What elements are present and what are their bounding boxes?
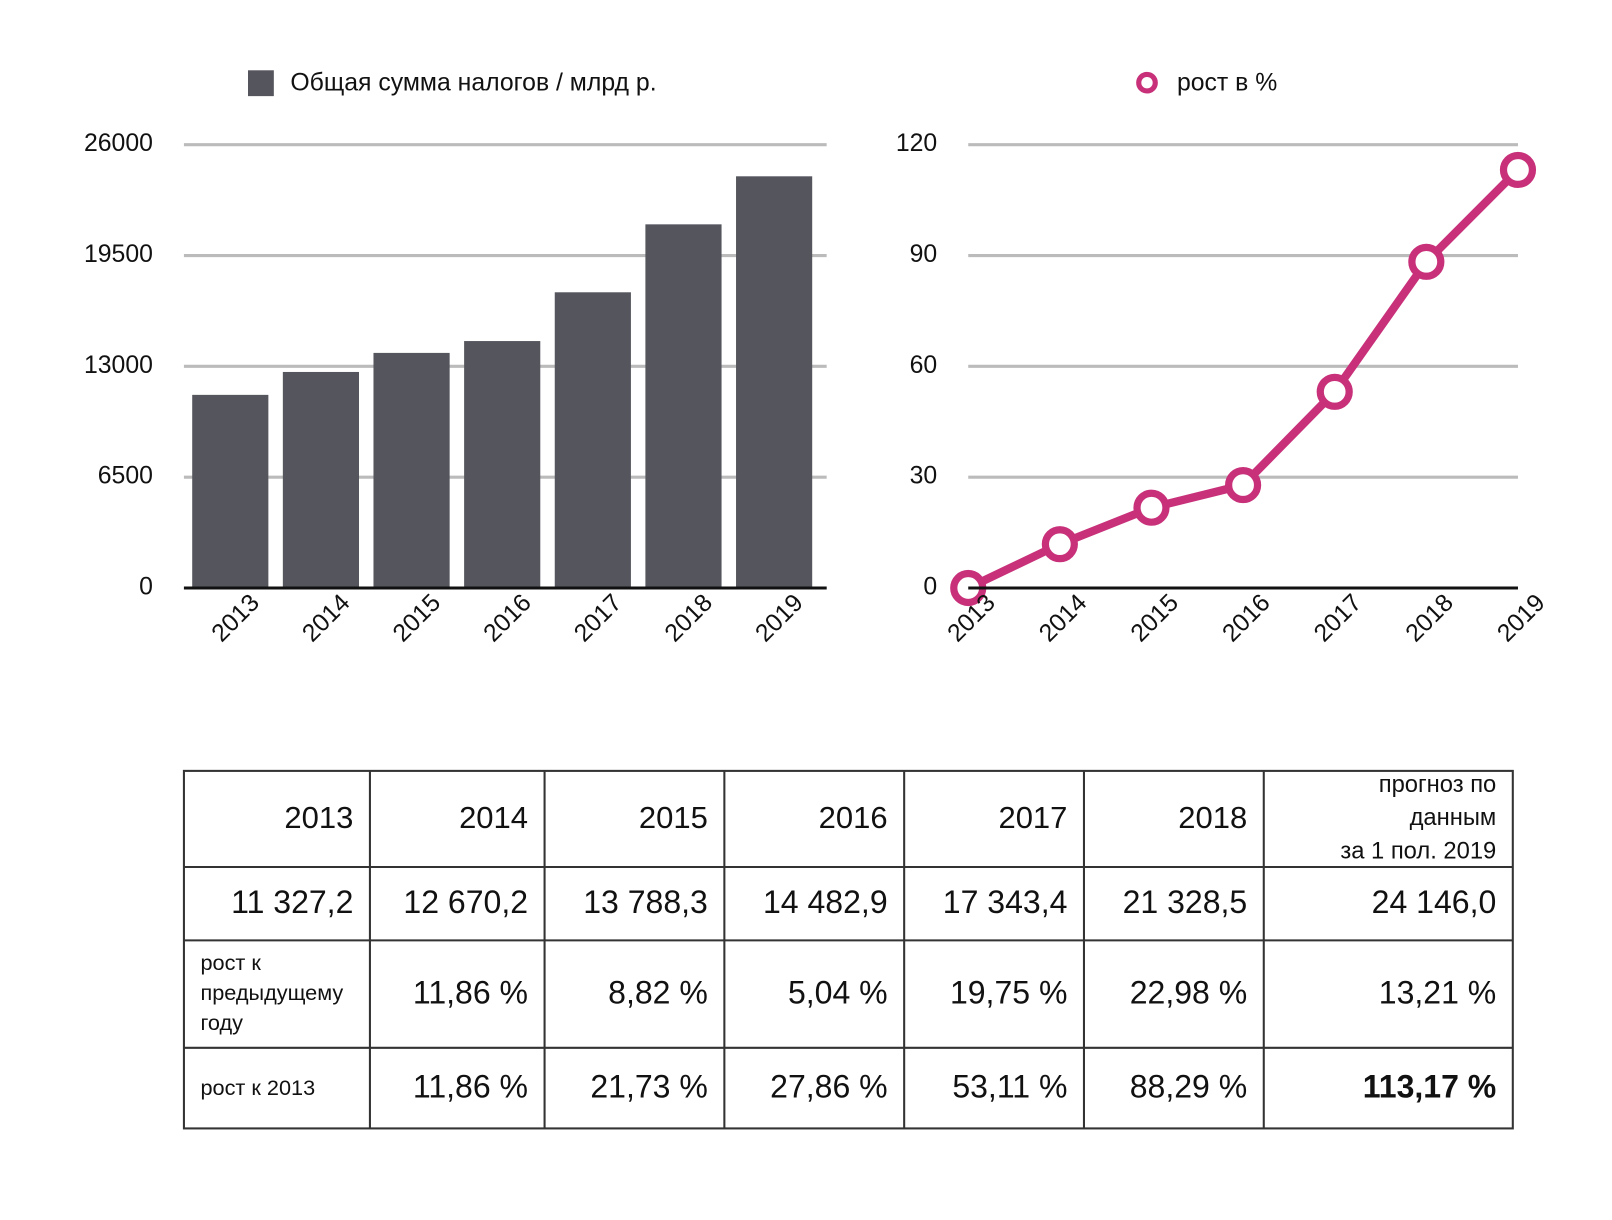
table-cell: предыдущему (200, 980, 343, 1005)
table-cell: рост к 2013 (200, 1075, 315, 1100)
legend-swatch (248, 70, 274, 97)
point (1499, 151, 1537, 189)
table-cell: 8,82 % (608, 975, 708, 1011)
table-cell: 11,86 % (413, 975, 528, 1011)
table-cell: рост к (200, 950, 261, 975)
point (1133, 489, 1170, 526)
table-cell: 19,75 % (950, 975, 1067, 1011)
bar (554, 292, 631, 588)
y-tick-label: 6500 (98, 463, 153, 490)
x-tick-label: 2016 (479, 589, 537, 647)
legend-marker (1136, 71, 1158, 94)
x-tick-label: 2019 (751, 589, 809, 647)
table-cell: 113,17 % (1363, 1069, 1497, 1105)
x-tick-label: 2015 (1126, 589, 1184, 647)
table-cell: 14 482,9 (763, 884, 888, 920)
table-cell: 2017 (998, 800, 1067, 835)
table-cell: 11,86 % (413, 1069, 528, 1105)
y-tick-label: 19500 (84, 241, 153, 268)
bar (282, 371, 360, 588)
x-tick-label: 2014 (297, 589, 355, 647)
table-cell: прогноз по (1379, 771, 1497, 798)
x-tick-label: 2013 (207, 589, 265, 647)
x-tick-label: 2013 (943, 589, 1001, 647)
table-cell: 53,11 % (952, 1069, 1067, 1105)
bar (464, 341, 541, 588)
table-cell: 22,98 % (1130, 975, 1247, 1011)
table-border (182, 769, 1514, 1130)
point (1041, 526, 1078, 563)
table-cell: 21 328,5 (1123, 884, 1248, 920)
x-tick-label: 2017 (1309, 589, 1367, 647)
table-cell: 11 327,2 (231, 884, 353, 920)
x-tick-label: 2016 (1218, 589, 1276, 647)
table-cell: 17 343,4 (943, 884, 1068, 920)
table-cell: 13,21 % (1379, 975, 1496, 1011)
x-tick-label: 2014 (1034, 589, 1092, 647)
y-tick-label: 120 (896, 130, 937, 157)
point (1408, 243, 1445, 280)
legend-label: Общая сумма налогов / млрд р. (290, 69, 656, 96)
table-cell: 12 670,2 (403, 884, 528, 920)
y-tick-label: 90 (910, 241, 938, 268)
table-cell: данным (1410, 804, 1497, 831)
table-cell: 21,73 % (590, 1069, 707, 1105)
legend-label: рост в % (1177, 69, 1277, 96)
table-cell: 2018 (1178, 800, 1247, 835)
bar (192, 394, 269, 588)
table-cell: 2016 (819, 800, 888, 835)
x-tick-label: 2018 (660, 589, 718, 647)
table-cell: за 1 пол. 2019 (1340, 837, 1496, 864)
table-cell: 2015 (639, 800, 708, 835)
y-tick-label: 26000 (84, 130, 153, 157)
x-tick-label: 2015 (388, 589, 446, 647)
y-tick-label: 13000 (84, 352, 153, 379)
x-tick-label: 2017 (569, 589, 627, 647)
line (966, 167, 1521, 592)
table-cell: 24 146,0 (1372, 884, 1497, 920)
point (1225, 466, 1262, 504)
bar (373, 352, 450, 588)
table-cell: 2013 (284, 800, 353, 835)
point (1316, 373, 1353, 410)
table-cell: 5,04 % (788, 975, 888, 1011)
y-tick-label: 60 (910, 352, 938, 379)
y-tick-label: 30 (910, 463, 938, 490)
bar (645, 224, 722, 588)
x-tick-label: 2018 (1401, 589, 1459, 647)
y-tick-label: 0 (139, 574, 153, 601)
bar (736, 176, 813, 588)
table-cell: 88,29 % (1130, 1069, 1247, 1105)
table-cell: 13 788,3 (583, 884, 708, 920)
table-cell: году (200, 1010, 243, 1035)
y-tick-label: 0 (923, 574, 937, 601)
table-cell: 2014 (459, 800, 528, 835)
x-tick-label: 2019 (1492, 589, 1550, 647)
table-cell: 27,86 % (770, 1069, 887, 1105)
